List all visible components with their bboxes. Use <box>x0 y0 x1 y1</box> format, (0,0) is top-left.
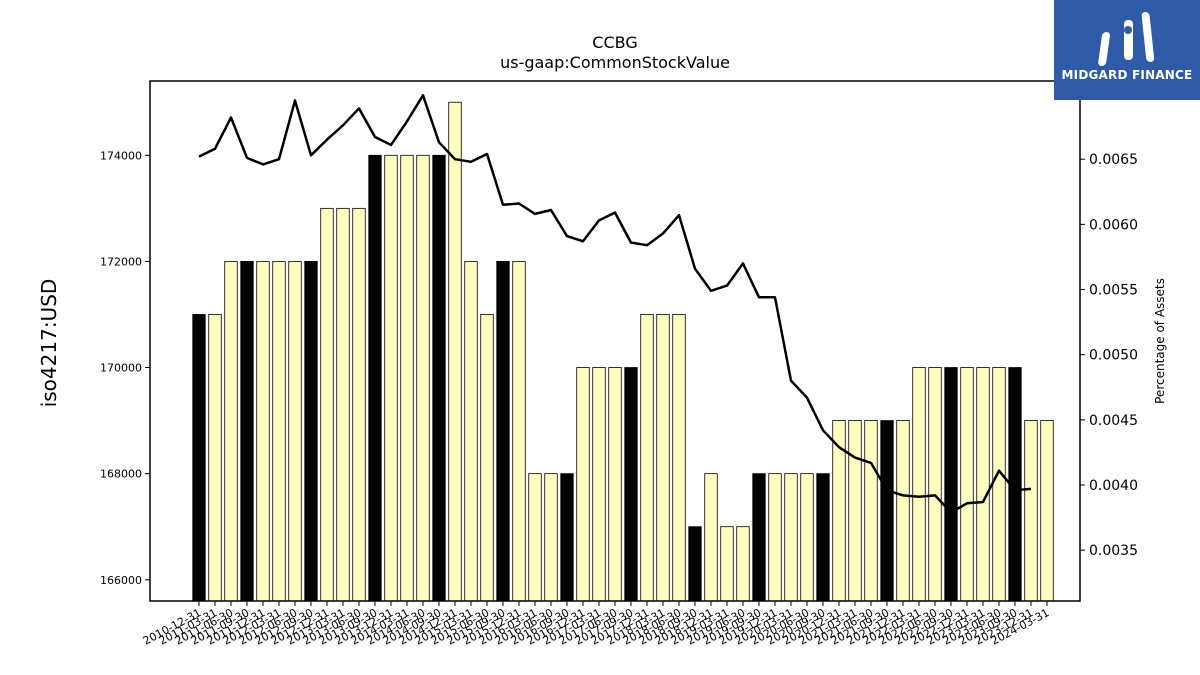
bar <box>480 314 494 602</box>
bar <box>848 420 862 602</box>
x-axis: 2010-12-312011-03-312011-06-302011-09-30… <box>141 601 1051 648</box>
bar <box>880 420 894 602</box>
percentage-line <box>198 94 1032 514</box>
bar <box>368 154 382 602</box>
bar <box>272 261 286 602</box>
y2-tick-label: 0.0055 <box>1089 283 1138 299</box>
y2-tick-label: 0.0040 <box>1089 478 1138 494</box>
bar <box>768 473 782 602</box>
bar <box>1024 420 1038 602</box>
bar <box>928 367 942 602</box>
y-tick-label: 174000 <box>100 149 142 162</box>
y-tick-label: 168000 <box>100 468 142 481</box>
bar <box>608 367 622 602</box>
bar <box>496 261 510 602</box>
bar <box>432 154 446 602</box>
bar <box>624 367 638 602</box>
y-axis-left: 166000 168000 170000 172000 174000 <box>100 149 150 587</box>
y2-tick-label: 0.0045 <box>1089 413 1138 429</box>
y2-tick-label: 0.0035 <box>1089 543 1138 559</box>
bar <box>512 261 526 602</box>
y2-tick-label: 0.0060 <box>1089 217 1138 233</box>
y-tick-label: 170000 <box>100 362 142 375</box>
bar-series <box>192 101 1054 602</box>
bar <box>560 473 574 602</box>
y-axis-right: 0.0035 0.0040 0.0045 0.0050 0.0055 0.0060 0.00… <box>1080 87 1138 559</box>
bar <box>464 261 478 602</box>
bar <box>672 314 686 602</box>
bar <box>992 367 1006 602</box>
y2-tick-label: 0.0065 <box>1089 152 1138 168</box>
bar <box>352 207 366 602</box>
bar <box>416 154 430 602</box>
bar <box>1040 420 1054 602</box>
bar <box>800 473 814 602</box>
bar <box>320 207 334 602</box>
bar <box>656 314 670 602</box>
bar <box>736 526 750 602</box>
bar <box>816 473 830 602</box>
plot-frame <box>149 80 1081 602</box>
bar <box>576 367 590 602</box>
bar <box>944 367 958 602</box>
y-axis-label: iso4217:USD <box>37 279 61 408</box>
bar <box>288 261 302 602</box>
bar <box>896 420 910 602</box>
bar <box>640 314 654 602</box>
bar <box>784 473 798 602</box>
y2-tick-label: 0.0050 <box>1089 348 1138 364</box>
bar <box>208 314 222 602</box>
bar <box>544 473 558 602</box>
chart-subtitle: us-gaap:CommonStockValue <box>500 53 730 72</box>
bar <box>448 101 462 602</box>
midgard-m-logo-icon <box>1098 12 1155 66</box>
y-tick-label: 172000 <box>100 255 142 268</box>
bar <box>336 207 350 602</box>
bar <box>192 314 206 602</box>
bar <box>592 367 606 602</box>
midgard-finance-logo: MIDGARD FINANCE <box>1054 0 1200 100</box>
bar <box>256 261 270 602</box>
bar <box>704 473 718 602</box>
bar <box>912 367 926 602</box>
bar <box>752 473 766 602</box>
bar <box>864 420 878 602</box>
bar <box>528 473 542 602</box>
bar <box>240 261 254 602</box>
bar <box>720 526 734 602</box>
bar <box>960 367 974 602</box>
line-series <box>198 94 1032 514</box>
y2-axis-label: Percentage of Assets <box>1153 278 1167 404</box>
bar <box>384 154 398 602</box>
bar <box>304 261 318 602</box>
y-tick-label: 166000 <box>100 574 142 587</box>
brand-name: MIDGARD FINANCE <box>1061 68 1193 82</box>
bar <box>224 261 238 602</box>
bar <box>688 526 702 602</box>
bar <box>400 154 414 602</box>
chart-title: CCBG <box>592 33 637 52</box>
bar <box>976 367 990 602</box>
